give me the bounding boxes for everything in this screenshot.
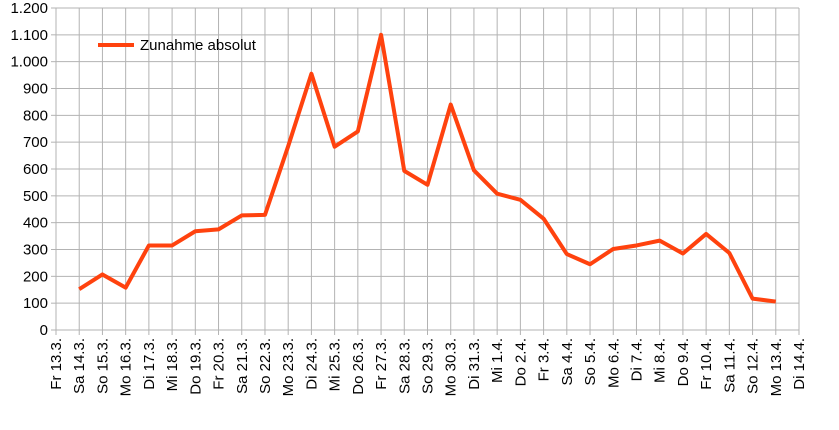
y-tick-labels: 0 100 200 300 400 500 600 700 800 900 1.000 1.100 1.…	[10, 0, 48, 339]
legend: Zunahme absolut	[98, 37, 257, 54]
x-tick-label: Di 31.3.	[466, 338, 483, 390]
x-tick-label: So 12.4.	[745, 338, 762, 394]
y-tick-label: 200	[23, 268, 48, 285]
x-tick-label: Mo 23.3.	[280, 338, 297, 396]
y-tick-label: 0	[40, 322, 48, 339]
x-tick-label: Fr 13.3.	[48, 338, 65, 390]
y-tick-label: 400	[23, 215, 48, 232]
x-tick-label: Di 7.4.	[628, 338, 645, 381]
axes	[51, 7, 800, 335]
y-tick-label: 1.200	[10, 0, 48, 17]
y-tick-label: 700	[23, 134, 48, 151]
x-tick-label: Mi 8.4.	[652, 338, 669, 383]
x-tick-label: Di 14.4.	[791, 338, 808, 390]
y-tick-label: 900	[23, 81, 48, 98]
x-tick-label: Fr 10.4.	[698, 338, 715, 390]
x-tick-label: Do 9.4.	[675, 338, 692, 386]
legend-label: Zunahme absolut	[140, 37, 257, 54]
x-tick-label: Mi 1.4.	[489, 338, 506, 383]
x-tick-label: Sa 14.3.	[71, 338, 88, 394]
y-tick-label: 800	[23, 107, 48, 124]
y-tick-label: 1.000	[10, 54, 48, 71]
x-tick-label: Sa 21.3.	[234, 338, 251, 394]
grid	[55, 7, 800, 331]
x-tick-label: Sa 28.3.	[396, 338, 413, 394]
x-tick-label: Fr 27.3.	[373, 338, 390, 390]
series	[78, 32, 777, 304]
y-tick-label: 1.100	[10, 27, 48, 44]
x-tick-label: Di 24.3.	[303, 338, 320, 390]
y-tick-label: 500	[23, 188, 48, 205]
x-tick-label: So 22.3.	[257, 338, 274, 394]
y-tick-label: 100	[23, 295, 48, 312]
x-tick-label: Do 19.3.	[187, 338, 204, 395]
x-tick-label: Mo 6.4.	[605, 338, 622, 388]
x-tick-label: Fr 3.4.	[536, 338, 553, 381]
x-tick-label: Do 2.4.	[512, 338, 529, 386]
y-tick-label: 300	[23, 242, 48, 259]
x-tick-label: Di 17.3.	[141, 338, 158, 390]
x-tick-label: Do 26.3.	[350, 338, 367, 395]
x-tick-label: Fr 20.3.	[211, 338, 228, 390]
y-tick-label: 600	[23, 161, 48, 178]
x-tick-label: Mi 18.3.	[164, 338, 181, 391]
x-tick-label: Mo 13.4.	[768, 338, 785, 396]
x-tick-label: So 5.4.	[582, 338, 599, 386]
x-tick-labels: Fr 13.3. Sa 14.3. So 15.3. Mo 16.3. Di 17.3.…	[48, 338, 808, 396]
x-tick-label: Sa 11.4.	[721, 338, 738, 393]
x-tick-label: Mo 16.3.	[118, 338, 135, 396]
series-line	[78, 32, 777, 304]
x-tick-label: Mo 30.3.	[443, 338, 460, 396]
x-tick-label: So 29.3.	[420, 338, 437, 394]
x-tick-label: Mi 25.3.	[327, 338, 344, 391]
x-tick-label: Sa 4.4.	[559, 338, 576, 386]
x-tick-label: So 15.3.	[94, 338, 111, 394]
